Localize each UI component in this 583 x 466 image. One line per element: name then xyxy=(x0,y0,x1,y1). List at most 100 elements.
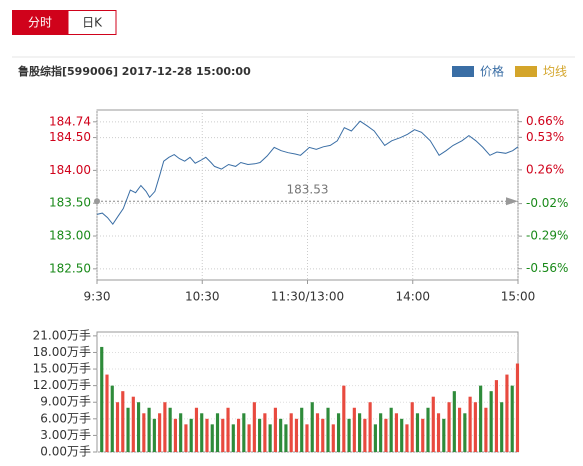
x-tick-label: 14:00 xyxy=(395,290,430,304)
volume-bar xyxy=(242,413,246,452)
volume-bar xyxy=(279,418,283,452)
volume-bar xyxy=(363,418,367,452)
volume-bar xyxy=(336,413,341,452)
volume-bar xyxy=(168,407,172,452)
volume-bar xyxy=(368,402,372,452)
x-tick-label: 9:30 xyxy=(84,290,111,304)
y-tick-label: 18.00万手 xyxy=(33,345,91,359)
volume-bar xyxy=(158,413,162,452)
x-tick-label: 10:30 xyxy=(185,290,220,304)
volume-bar xyxy=(384,418,388,452)
x-tick-label: 15:00 xyxy=(501,290,536,304)
volume-bar xyxy=(284,424,288,452)
volume-bar xyxy=(410,402,414,452)
volume-bar xyxy=(515,363,520,452)
volume-bar xyxy=(373,424,377,452)
volume-bar xyxy=(200,413,204,452)
y-tick-label: 182.50 xyxy=(49,261,91,275)
volume-bar xyxy=(473,402,477,452)
volume-bar xyxy=(431,396,435,452)
volume-bar xyxy=(247,424,251,452)
legend-label: 价格 xyxy=(480,64,504,79)
volume-bar xyxy=(331,424,335,452)
legend-swatch xyxy=(515,66,537,77)
volume-bar xyxy=(468,396,472,452)
reference-arrow xyxy=(506,197,518,206)
legend-label: 均线 xyxy=(543,65,567,79)
volume-bar xyxy=(315,413,320,452)
reference-dot xyxy=(94,198,100,205)
price-line xyxy=(96,120,519,226)
volume-bar xyxy=(500,402,504,452)
tab-label[interactable]: 分时 xyxy=(28,16,52,30)
volume-bar xyxy=(184,424,188,452)
volume-bar xyxy=(215,413,220,452)
volume-bar xyxy=(510,385,514,452)
volume-bar xyxy=(415,413,420,452)
volume-bar xyxy=(173,418,177,452)
volume-bar xyxy=(489,391,493,452)
volume-bar xyxy=(421,418,425,452)
y2-tick-label: -0.02% xyxy=(526,196,568,210)
volume-bar xyxy=(268,424,272,452)
volume-bar xyxy=(236,418,241,452)
volume-bar xyxy=(142,413,146,452)
y-tick-label: 15.00万手 xyxy=(33,362,91,376)
volume-bar xyxy=(152,418,156,452)
volume-bar xyxy=(394,413,399,452)
volume-bar xyxy=(463,413,467,452)
y-tick-label: 184.50 xyxy=(49,130,91,144)
volume-bar xyxy=(300,407,304,452)
volume-bar xyxy=(458,407,462,452)
volume-bar xyxy=(273,407,277,452)
volume-bar xyxy=(136,402,141,452)
volume-bar xyxy=(131,396,135,452)
y-tick-label: 184.74 xyxy=(49,114,91,128)
volume-bar xyxy=(400,418,404,452)
volume-bar xyxy=(484,407,488,452)
volume-bar xyxy=(426,407,430,452)
volume-bar xyxy=(479,385,483,452)
y-tick-label: 0.00万手 xyxy=(40,445,91,459)
volume-bar xyxy=(258,418,262,452)
tab[interactable] xyxy=(67,10,117,35)
volume-bar xyxy=(358,413,362,452)
volume-bar xyxy=(326,407,330,452)
volume-bar xyxy=(294,418,299,452)
volume-bar xyxy=(436,413,441,452)
y2-tick-label: 0.26% xyxy=(526,162,564,176)
reference-label: 183.53 xyxy=(287,183,329,197)
volume-bar xyxy=(263,413,267,452)
volume-bar xyxy=(494,380,499,452)
volume-bar xyxy=(210,424,214,452)
volume-bar xyxy=(179,413,183,452)
volume-bar xyxy=(100,346,104,452)
volume-bar xyxy=(505,374,509,452)
volume-bar xyxy=(289,413,293,452)
tab-active[interactable] xyxy=(12,10,68,35)
volume-bar xyxy=(389,407,393,452)
volume-bar xyxy=(452,391,456,452)
volume-bar xyxy=(252,402,256,452)
volume-bar xyxy=(126,407,130,452)
tab-label[interactable]: 日K xyxy=(82,16,103,30)
volume-bar xyxy=(347,418,351,452)
legend-swatch xyxy=(452,66,474,77)
y2-tick-label: 0.66% xyxy=(526,114,564,128)
volume-bar xyxy=(442,418,446,452)
y-tick-label: 184.00 xyxy=(49,163,91,177)
y-tick-label: 6.00万手 xyxy=(40,411,91,425)
volume-bar xyxy=(194,407,199,452)
volume-bar xyxy=(226,407,230,452)
volume-bar xyxy=(342,385,346,452)
volume-bar xyxy=(379,413,383,452)
volume-bar xyxy=(352,407,356,452)
volume-bar xyxy=(147,407,151,452)
volume-bar xyxy=(163,402,167,452)
y-tick-label: 183.50 xyxy=(49,196,91,210)
y-tick-label: 9.00万手 xyxy=(40,395,91,409)
volume-bar xyxy=(115,402,120,452)
volume-bar xyxy=(305,424,309,452)
volume-bar xyxy=(405,424,409,452)
